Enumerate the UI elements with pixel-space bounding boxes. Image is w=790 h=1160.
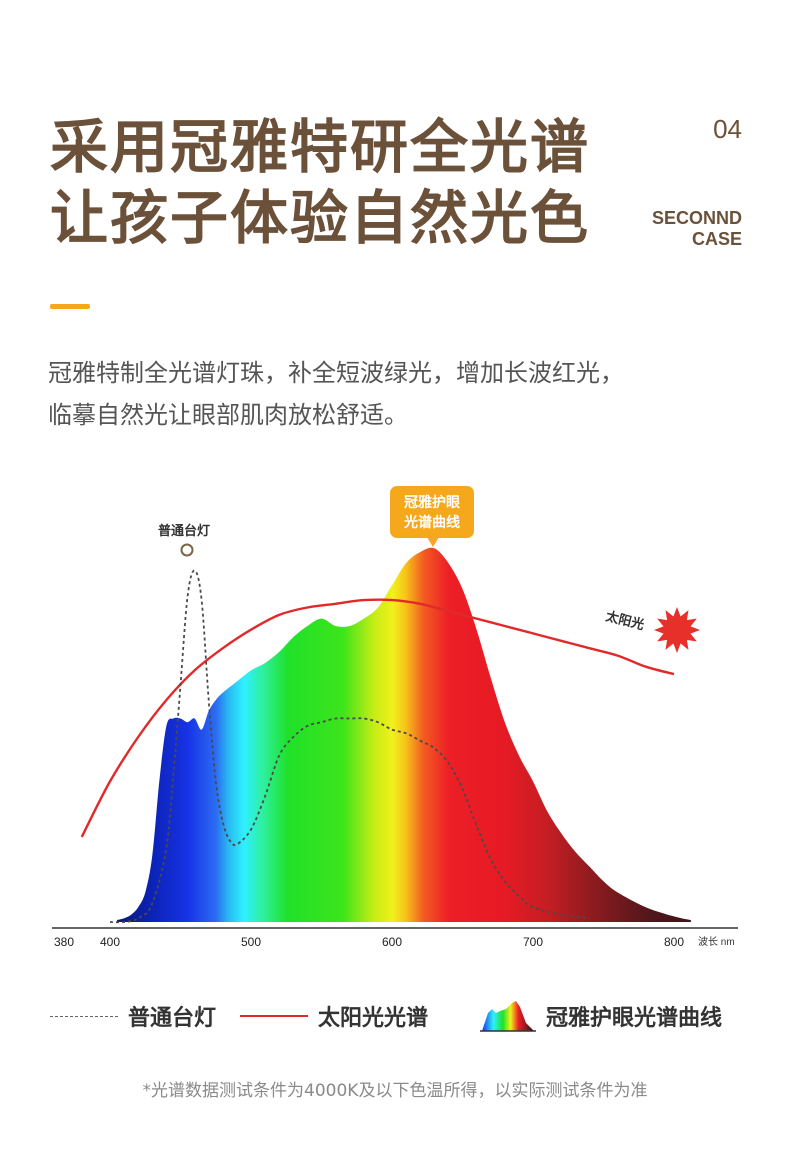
gy-spectrum-area: [117, 547, 691, 922]
page-number: 04: [713, 114, 742, 144]
x-tick-label-700: 700: [523, 935, 543, 949]
title-line-2: 让孩子体验自然光色: [50, 184, 591, 252]
legend-sun-label: 太阳光光谱: [318, 1006, 429, 1031]
gy-callout-line-2: 光谱曲线: [403, 514, 460, 531]
lamp-spectrum-line: [109, 569, 590, 924]
sun-icon: [654, 607, 700, 653]
spectrum-chart: 380 400 500 600 700 800 波长 nm 普通台灯 冠雅护眼 光谱曲线 …: [52, 486, 738, 949]
description-line-2: 临摹自然光让眼部肌肉放松舒适。: [48, 401, 408, 429]
lamp-callout-label: 普通台灯: [158, 523, 210, 539]
legend-lamp-label: 普通台灯: [128, 1006, 217, 1031]
footnote: *光谱数据测试条件为4000K及以下色温所得，以实际测试条件为准: [142, 1081, 648, 1101]
sun-callout-label: 太阳光: [603, 608, 646, 633]
gy-callout-pointer: [427, 537, 439, 547]
legend-gy-label: 冠雅护眼光谱曲线: [546, 1006, 723, 1031]
legend-item-gy: 冠雅护眼光谱曲线: [480, 996, 722, 1036]
title-line-1: 采用冠雅特研全光谱: [50, 113, 591, 181]
legend-lamp-swatch: [50, 1015, 118, 1017]
case-label: SECONND CASE: [652, 208, 742, 250]
x-tick-label-600: 600: [382, 935, 402, 949]
description: 冠雅特制全光谱灯珠，补全短波绿光，增加长波红光， 临摹自然光让眼部肌肉放松舒适。: [48, 352, 748, 436]
case-label-line-2: CASE: [691, 229, 742, 249]
gy-callout: 冠雅护眼 光谱曲线: [390, 486, 474, 547]
legend-item-sun: 太阳光光谱: [240, 996, 428, 1036]
x-tick-label-500: 500: [241, 935, 261, 949]
gy-callout-line-1: 冠雅护眼: [404, 494, 460, 511]
gy-callout-box: [390, 486, 474, 538]
x-tick-label-400: 400: [100, 935, 120, 949]
lamp-peak-marker: [180, 543, 194, 557]
description-line-1: 冠雅特制全光谱灯珠，补全短波绿光，增加长波红光，: [48, 359, 624, 387]
accent-bar: [50, 304, 90, 309]
case-label-line-1: SECONND: [651, 208, 742, 228]
x-tick-label-800: 800: [664, 935, 684, 949]
x-axis-label: 波长 nm: [698, 935, 735, 948]
legend-sun-swatch: [240, 1015, 308, 1017]
x-tick-label-380: 380: [54, 935, 74, 949]
legend-gy-swatch: [480, 1001, 536, 1032]
legend-item-lamp: 普通台灯: [50, 996, 216, 1036]
